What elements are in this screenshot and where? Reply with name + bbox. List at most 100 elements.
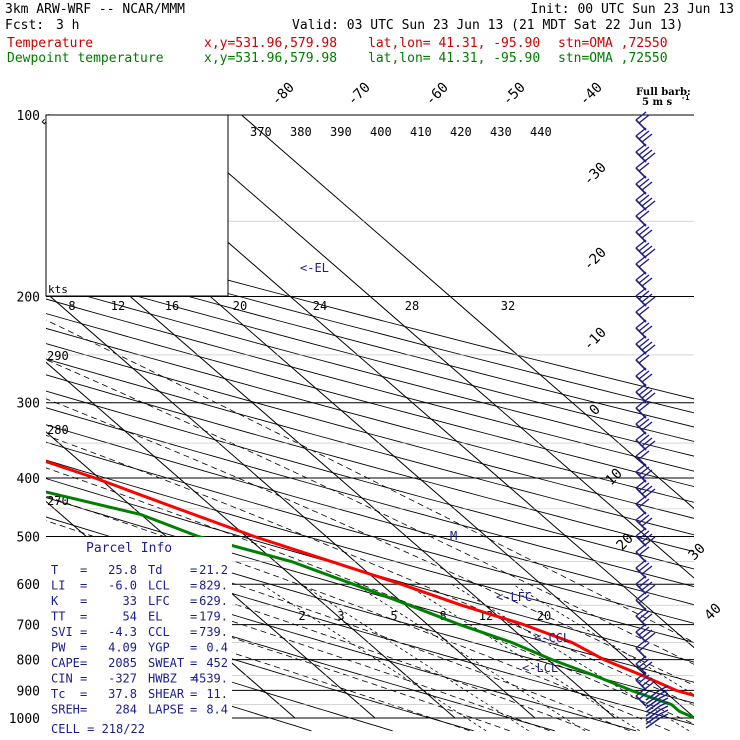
parcel-info-row: SREH = 284 LAPSE = 8.4: [51, 703, 228, 717]
pressure-tick-label: 100: [17, 109, 40, 124]
wind-barb: [635, 351, 650, 371]
dry-adiabat-line: [46, 497, 694, 683]
parcel-key: LI: [51, 579, 65, 593]
mixing-ratio-tick-label: 8: [68, 299, 75, 313]
parcel-eq: =: [190, 641, 197, 655]
parcel-info-row: PW = 4.09 YGP = 0.4: [51, 641, 228, 655]
wind-barb: [635, 223, 653, 243]
isotherm-tick-label: -60: [423, 80, 452, 109]
wind-barb-surface: [645, 689, 669, 705]
parcel-info-row: T = 25.8 Td = 21.2: [51, 563, 228, 577]
mixing-ratio-tick-label: 12: [111, 299, 125, 313]
moist-adiabat-line: [46, 434, 694, 706]
parcel-value: 284: [115, 703, 137, 717]
mixing-ratio-line: [451, 583, 690, 732]
parcel-info-row: Tc = 37.8 SHEAR = 11.: [51, 687, 228, 701]
temperature-legend-stn: stn=OMA ,72550: [558, 36, 668, 51]
theta-tick-label: 370: [250, 125, 272, 139]
moist-adiabat-line: [46, 520, 630, 732]
parcel-info-row: LI = -6.0 LCL = 829.: [51, 579, 228, 593]
mixing-ratio-tick-label: 16: [165, 299, 179, 313]
wind-barb: [635, 303, 650, 323]
wind-barb: [635, 143, 656, 163]
parcel-key: SHEAR: [148, 687, 185, 701]
level-annotation: M: [450, 529, 457, 543]
dry-adiabat-line: [46, 298, 694, 472]
dry-adiabat-line: [46, 600, 474, 732]
parcel-eq: =: [190, 687, 197, 701]
parcel-value: 11.: [206, 687, 228, 701]
lower-mixing-ratio-label: 2: [298, 609, 305, 623]
mixing-ratio-line: [512, 583, 694, 696]
wind-barb: [635, 607, 653, 627]
theta-tick-label: 380: [290, 125, 312, 139]
dry-adiabat-line: [46, 441, 694, 624]
parcel-key: CAPE: [51, 656, 80, 670]
pressure-tick-label: 500: [17, 530, 40, 545]
parcel-eq: =: [190, 625, 197, 639]
mixing-ratio-line: [261, 583, 487, 732]
wind-barb: [635, 319, 653, 339]
dewpoint-legend-stn: stn=OMA ,72550: [558, 51, 668, 66]
theta-tick-label: 420: [450, 125, 472, 139]
theta-side-label: 290: [47, 349, 69, 363]
parcel-value: 452: [206, 656, 228, 670]
wind-barb: [635, 431, 656, 451]
dry-adiabat-line: [46, 343, 694, 519]
theta-tick-label: 410: [410, 125, 432, 139]
wind-barb: [635, 559, 653, 579]
parcel-eq: =: [190, 672, 197, 686]
parcel-key: PW: [51, 641, 66, 655]
wind-barb: [635, 639, 650, 659]
mixing-ratio-line: [405, 583, 640, 732]
parcel-eq: =: [80, 687, 87, 701]
lower-mixing-ratio-label: 5: [390, 609, 397, 623]
moist-adiabat-line: [46, 592, 470, 732]
wind-barb: [635, 191, 656, 211]
dry-adiabat-line: [46, 578, 555, 732]
dry-adiabat-line: [46, 284, 694, 457]
parcel-info-row: CAPE = 2085 SWEAT = 452: [51, 656, 228, 670]
wind-barb: [635, 111, 650, 131]
wind-barb: [635, 271, 653, 291]
dry-adiabat-line: [46, 623, 393, 732]
profiles: [46, 460, 694, 720]
wind-barb: [635, 399, 650, 419]
lower-mixing-ratio-label: 8: [439, 609, 446, 623]
parcel-eq: =: [80, 672, 87, 686]
parcel-value: 739.: [199, 625, 228, 639]
parcel-info-title: Parcel Info: [86, 541, 172, 556]
level-annotation: <-EL: [300, 261, 329, 275]
dewpoint-legend-loc: x,y=531.96,579.98: [204, 51, 338, 66]
barb-legend-units: 5 m s: [642, 97, 673, 108]
dry-adiabat-line: [46, 243, 694, 414]
parcel-value: 179.: [199, 610, 228, 624]
wind-barb: [635, 127, 653, 147]
wind-barb: [635, 239, 656, 259]
annotations: <-EL M <-LFC <-CCL <-LCL: [300, 261, 570, 675]
parcel-cell: CELL = 218/22: [51, 722, 145, 736]
isotherm-tick-label: -20: [581, 245, 610, 274]
wind-barb: [635, 255, 650, 275]
parcel-eq: =: [80, 579, 87, 593]
parcel-eq: =: [190, 579, 197, 593]
parcel-eq: =: [190, 594, 197, 608]
wind-barb-surface: [645, 693, 669, 709]
wind-barb: [635, 207, 650, 227]
pressure-tick-label: 600: [17, 578, 40, 593]
isotherm-tick-label: -70: [345, 80, 374, 109]
parcel-key: Td: [148, 563, 162, 577]
pressure-tick-label: 200: [17, 291, 40, 306]
mixing-ratio-line: [301, 583, 529, 732]
wind-barb: [635, 591, 650, 611]
barb-legend-exponent: -1: [681, 94, 689, 102]
pressure-tick-label: 900: [17, 684, 40, 699]
parcel-info-box: [46, 537, 232, 727]
wind-barb-surface: [645, 709, 669, 725]
moist-adiabat-line: [46, 467, 694, 725]
dry-adiabat-line: [46, 230, 694, 400]
wind-barb: [635, 623, 656, 643]
pressure-tick-label: 400: [17, 472, 40, 487]
isotherm-line: [241, 115, 694, 510]
